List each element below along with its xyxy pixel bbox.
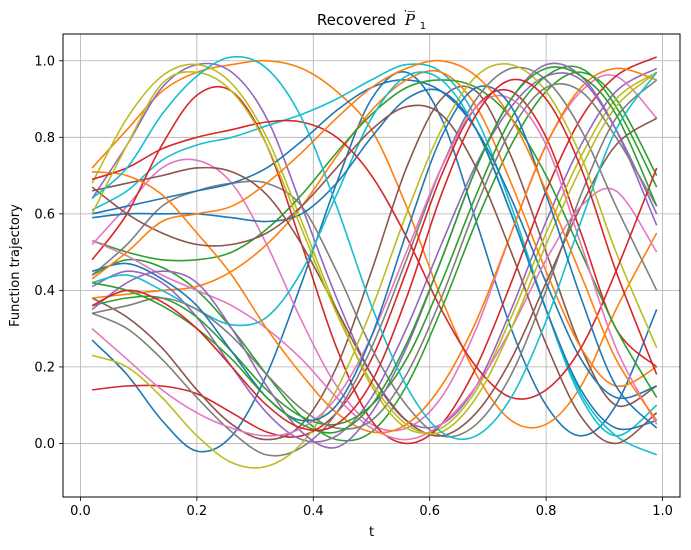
- chart-title-text: Recovered: [317, 11, 396, 29]
- series-line-28: [91, 83, 658, 430]
- chart-title-subscript: 1: [420, 21, 426, 32]
- series-line-11: [91, 79, 657, 400]
- y-axis-label: Function trajectory: [8, 204, 23, 327]
- series-line-21: [92, 88, 657, 431]
- series-line-16: [91, 117, 658, 437]
- series-line-24: [91, 119, 658, 400]
- y-tick-label: 0.0: [34, 437, 55, 452]
- series-line-31: [91, 85, 658, 429]
- series-line-26: [91, 104, 658, 445]
- x-tick-label: 0.4: [303, 504, 324, 519]
- x-tick-label: 1.0: [652, 504, 673, 519]
- series-line-27: [91, 94, 658, 437]
- series-line-22: [92, 67, 657, 434]
- series-line-25: [91, 62, 658, 449]
- series-line-6: [91, 85, 658, 441]
- series-lines: [91, 55, 658, 469]
- y-tick-label: 0.8: [34, 131, 55, 146]
- x-tick-label: 0.2: [187, 504, 208, 519]
- chart-title-symbol: P̅: [404, 10, 416, 29]
- series-line-18: [91, 66, 658, 457]
- x-tick-label: 0.8: [536, 504, 557, 519]
- series-line-30: [91, 55, 658, 441]
- series-line-32: [91, 59, 658, 421]
- ticks: 0.0 0.2 0.4 0.6 0.8 1.0 0.0 0.2 0.4 0.6 0.8 1.0: [34, 54, 673, 519]
- x-tick-label: 0.0: [70, 504, 91, 519]
- x-axis-label: t: [369, 525, 374, 540]
- x-tick-label: 0.6: [419, 504, 440, 519]
- plot-frame: [62, 33, 681, 498]
- series-line-19: [91, 63, 658, 469]
- series-line-34: [91, 78, 658, 432]
- series-line-14: [91, 56, 658, 445]
- y-tick-label: 0.2: [34, 360, 55, 375]
- series-line-2: [91, 59, 658, 429]
- y-tick-label: 1.0: [34, 54, 55, 69]
- y-tick-label: 0.4: [34, 284, 55, 299]
- chart-title: Recovered P̅ 1: [317, 10, 426, 32]
- series-line-9: [91, 63, 658, 434]
- y-tick-label: 0.6: [34, 207, 55, 222]
- series-line-15: [91, 72, 658, 443]
